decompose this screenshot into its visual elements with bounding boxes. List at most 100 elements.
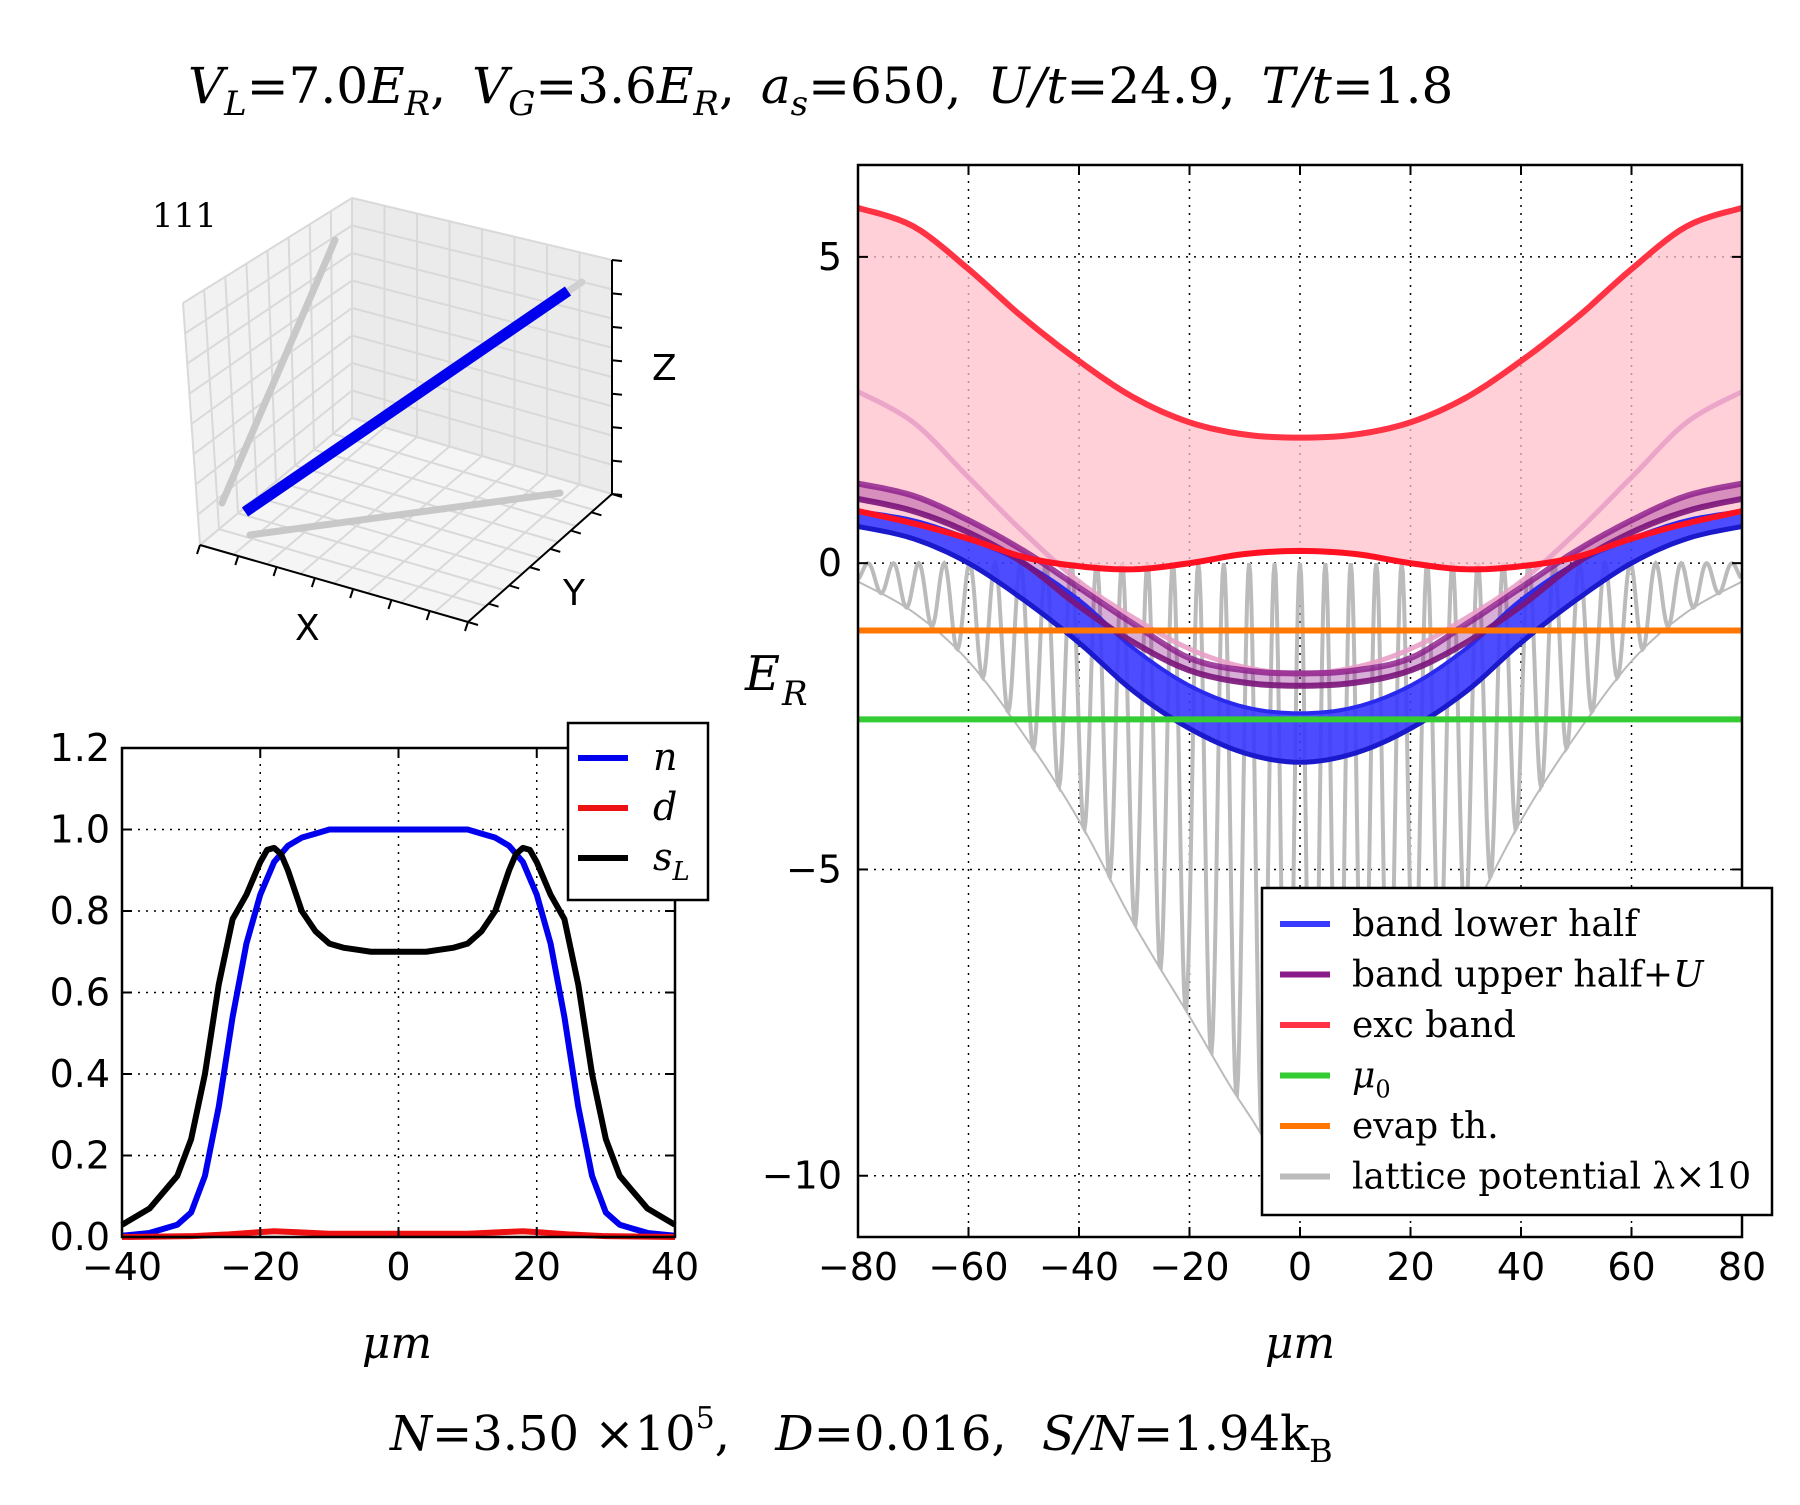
grid-line <box>275 480 541 559</box>
grid-line <box>188 279 353 395</box>
y-axis-line <box>467 493 613 623</box>
param-symbol: T/t <box>1262 57 1333 115</box>
legend-label: evap th. <box>1352 1106 1499 1147</box>
shadow-xz <box>218 236 339 507</box>
y-tick <box>467 621 479 626</box>
z-tick <box>611 426 623 430</box>
param-symbol: U/t <box>987 57 1067 115</box>
energy-y-label: E R <box>744 646 808 714</box>
y-tick <box>570 529 582 535</box>
x-tick <box>272 566 278 577</box>
legend-label: band upper half+U <box>1352 955 1705 996</box>
x-tick-label: 80 <box>1718 1245 1766 1289</box>
x-tick <box>464 621 469 632</box>
grid-line <box>351 279 613 349</box>
legend-label-main: exc band <box>1352 1005 1516 1046</box>
y-tick-label: 5 <box>818 235 842 279</box>
x-tick-label: −60 <box>928 1245 1008 1289</box>
footer-n-value: =3.50 ×10 <box>432 1406 696 1462</box>
param-unit: E <box>367 57 405 115</box>
y-tick-label: 1.2 <box>50 726 110 770</box>
x-axis-line <box>199 544 469 623</box>
grid-line <box>182 197 353 304</box>
y-tick-label: 0.6 <box>50 971 110 1015</box>
grid-line <box>351 224 613 291</box>
z-tick <box>611 325 623 329</box>
footer-n-exponent: 5 <box>696 1401 715 1436</box>
band-upper-top-line <box>858 480 1742 677</box>
energy-series <box>858 205 1742 1177</box>
legend-label-sub: 0 <box>1375 1076 1390 1104</box>
band-lower-bottom-line <box>858 523 1742 765</box>
density-legend: nd sL <box>566 721 710 902</box>
legend-label-s: sL <box>653 835 690 887</box>
svg-text:N=3.50 ×105, D=0.016, S/N=1.: N=3.50 ×105, D=0.016, S/N=1.94kB <box>389 1401 1333 1470</box>
param-unit-sub: R <box>404 84 431 124</box>
param-value: =7.0 <box>247 57 368 115</box>
x-tick-label: 40 <box>1497 1245 1545 1289</box>
svg-text:R: R <box>781 674 808 714</box>
legend-label-main: lattice potential λ×10 <box>1352 1157 1751 1198</box>
x-tick-label: −20 <box>1149 1245 1229 1289</box>
x-tick-label: −80 <box>818 1245 898 1289</box>
x-tick <box>310 577 316 588</box>
summary-footer: N=3.50 ×105, D=0.016, S/N=1.94kB <box>389 1401 1333 1470</box>
x-tick-label: 20 <box>513 1245 561 1289</box>
density-series-n <box>121 826 676 1239</box>
energy-x-label: μm <box>1265 1318 1335 1369</box>
grid-line <box>190 307 353 425</box>
y-tick-label: 0.8 <box>50 889 110 933</box>
param-sep: , <box>945 57 961 115</box>
x-tick <box>349 588 355 599</box>
band-lower-fill <box>858 511 1742 763</box>
legend-label-main: evap th. <box>1352 1106 1499 1147</box>
param-symbol: V <box>188 57 229 115</box>
y-tick-label: 0.0 <box>50 1215 110 1259</box>
energy-ticks: −80 −60 −40 −20 0 20 40 60 80 −10 −5 0 5 <box>762 163 1766 1289</box>
density-plot: −40 −20 0 20 40 0.0 0.2 0.4 0.6 0.8 1.0 1.2 μm nd sL <box>50 721 710 1369</box>
parameter-title: VL=7.0ER, VG=3.6ER, as=650, U/t=24.9, T/t=1.… <box>188 57 1453 124</box>
param-sep: , <box>1220 57 1236 115</box>
param-value: =3.6 <box>535 57 656 115</box>
z-tick <box>611 359 623 363</box>
svg-text:E: E <box>744 646 780 702</box>
y-axis-label-3d: Y <box>562 573 586 614</box>
legend-label: lattice potential λ×10 <box>1352 1157 1751 1198</box>
y-tick <box>529 566 541 572</box>
header-text: VL=7.0ER, VG=3.6ER, as=650, U/t=24.9, T/t=1.… <box>188 57 1453 124</box>
param-symbol: V <box>472 57 513 115</box>
y-tick-label: −10 <box>762 1154 842 1198</box>
z-tick <box>611 292 623 296</box>
x-tick <box>425 610 431 621</box>
grid-line <box>351 197 613 261</box>
density-legend-box <box>566 721 710 902</box>
param-symbol: a <box>761 57 791 115</box>
grid-line <box>184 224 353 335</box>
grid-line <box>351 417 613 495</box>
param-unit: E <box>656 57 694 115</box>
param-subscript: L <box>223 84 247 124</box>
footer-d-symbol: D <box>774 1406 813 1462</box>
density-ticks: −40 −20 0 20 40 0.0 0.2 0.4 0.6 0.8 1.0 1.2 <box>50 726 700 1289</box>
footer-s-symbol: S/N <box>1042 1406 1135 1462</box>
y-tick-label: 0.4 <box>50 1052 110 1096</box>
param-value: =650 <box>808 57 945 115</box>
param-value: =1.8 <box>1332 57 1453 115</box>
x-tick-label: 60 <box>1607 1245 1655 1289</box>
y-tick-label: 0.2 <box>50 1134 110 1178</box>
grid-line <box>351 252 613 320</box>
x-tick <box>196 544 201 555</box>
legend-label-main: band upper half <box>1352 955 1646 996</box>
y-tick <box>549 547 561 553</box>
param-subscript: s <box>791 84 808 124</box>
z-tick <box>611 392 623 396</box>
legend-label: μ0 <box>1352 1056 1391 1104</box>
beam-3d-panel: 111 X Y Z <box>152 196 677 649</box>
x-tick-label: 20 <box>1386 1245 1434 1289</box>
grid-line <box>287 237 296 466</box>
z-tick <box>611 459 623 463</box>
param-subscript: G <box>508 84 535 124</box>
grid-line <box>351 307 613 378</box>
legend-label-main: μ <box>1352 1056 1375 1097</box>
